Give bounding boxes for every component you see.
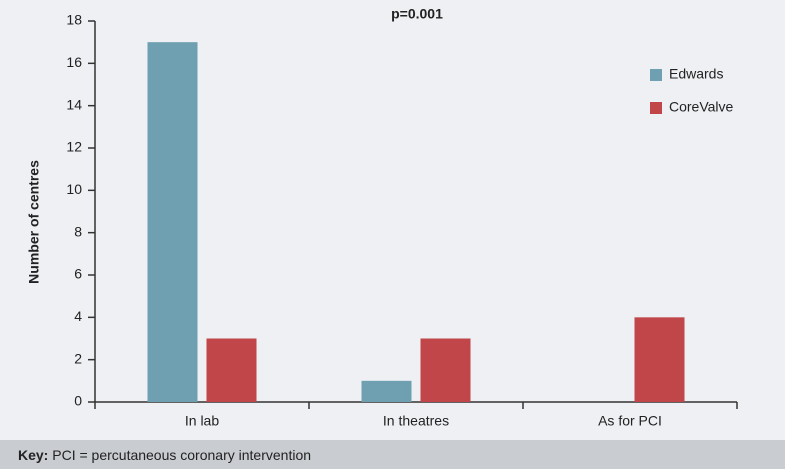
bar — [206, 338, 257, 402]
y-tick-label: 2 — [74, 350, 82, 366]
y-tick-label: 8 — [74, 223, 82, 239]
y-tick-label: 12 — [66, 139, 82, 155]
y-tick-label: 10 — [66, 181, 82, 197]
y-tick-label: 6 — [74, 266, 82, 282]
legend-label: CoreValve — [669, 99, 734, 115]
bar — [361, 380, 412, 402]
legend-swatch — [650, 69, 662, 81]
footnote-band — [0, 440, 785, 469]
y-tick-label: 0 — [74, 393, 82, 409]
bar — [634, 317, 685, 402]
footnote-label: Key: — [18, 447, 48, 463]
y-tick-label: 18 — [66, 12, 82, 28]
footnote: Key: PCI = percutaneous coronary interve… — [18, 447, 311, 463]
bar — [420, 338, 471, 402]
y-tick-label: 16 — [66, 54, 82, 70]
y-tick-label: 4 — [74, 308, 82, 324]
y-tick-label: 14 — [66, 96, 82, 112]
bar — [147, 42, 198, 403]
x-tick-label: In lab — [185, 413, 219, 429]
y-axis-label: Number of centres — [26, 160, 42, 284]
x-tick-label: As for PCI — [598, 413, 662, 429]
x-tick-label: In theatres — [383, 413, 449, 429]
legend-swatch — [650, 102, 662, 114]
footnote-text: PCI = percutaneous coronary intervention — [52, 447, 311, 463]
legend-label: Edwards — [669, 66, 723, 82]
annotation: p=0.001 — [391, 6, 443, 22]
